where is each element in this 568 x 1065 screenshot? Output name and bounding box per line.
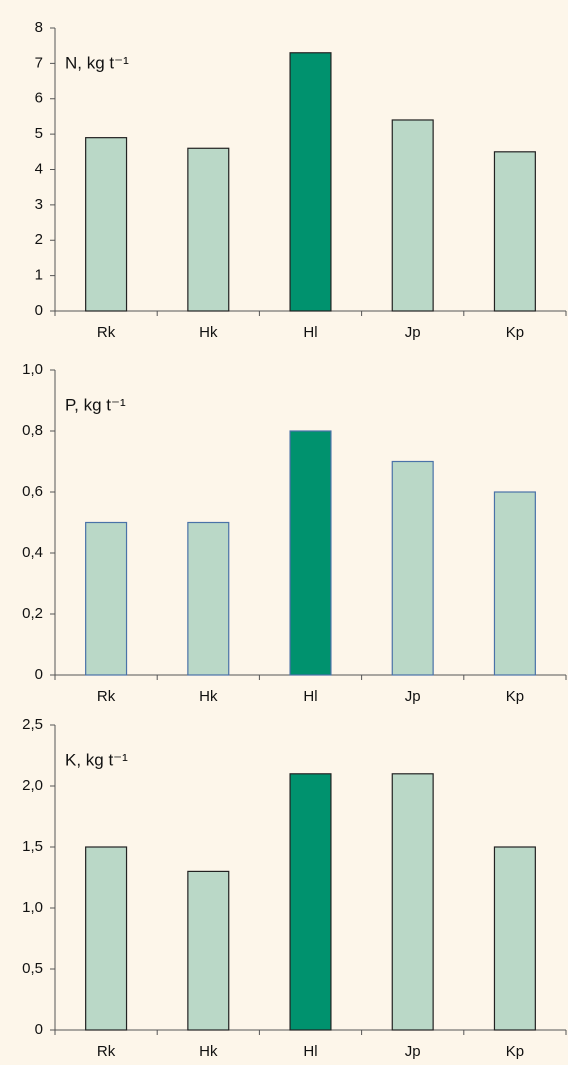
chart-title: N, kg t⁻¹: [65, 53, 129, 72]
y-tick-label: 1,0: [22, 899, 43, 916]
x-tick-label: Rk: [97, 688, 116, 705]
y-tick-label: 0: [35, 302, 43, 319]
y-tick-label: 6: [35, 90, 43, 107]
y-tick-label: 2,5: [22, 716, 43, 733]
chart-title: K, kg t⁻¹: [65, 750, 128, 769]
y-tick-label: 2,0: [22, 777, 43, 794]
y-tick-label: 0,2: [22, 605, 43, 622]
y-tick-label: 1,5: [22, 838, 43, 855]
bar: [493, 151, 536, 312]
y-tick-label: 8: [35, 19, 43, 36]
x-tick-label: Rk: [97, 324, 116, 341]
bar: [493, 846, 536, 1031]
y-tick-label: 1: [35, 267, 43, 284]
y-tick-label: 5: [35, 125, 43, 142]
y-tick-label: 4: [35, 160, 43, 177]
bar: [289, 430, 332, 676]
bar: [187, 147, 230, 312]
bar: [391, 119, 434, 312]
x-tick-label: Jp: [405, 324, 421, 341]
x-tick-label: Rk: [97, 1043, 116, 1060]
bar: [391, 460, 434, 676]
x-tick-label: Hk: [199, 688, 218, 705]
y-tick-label: 0: [35, 666, 43, 683]
y-tick-label: 2: [35, 231, 43, 248]
x-tick-label: Jp: [405, 688, 421, 705]
bar: [493, 491, 536, 676]
y-tick-label: 0,4: [22, 544, 43, 561]
bar: [187, 870, 230, 1031]
x-tick-label: Hk: [199, 1043, 218, 1060]
bar: [85, 521, 128, 676]
y-tick-label: 3: [35, 196, 43, 213]
bar: [85, 846, 128, 1031]
chart-title: P, kg t⁻¹: [65, 395, 126, 414]
x-tick-label: Kp: [506, 688, 524, 705]
bar: [391, 773, 434, 1031]
x-tick-label: Jp: [405, 1043, 421, 1060]
x-tick-label: Hl: [303, 324, 317, 341]
y-tick-label: 0,5: [22, 960, 43, 977]
bar: [85, 137, 128, 312]
x-tick-label: Hl: [303, 1043, 317, 1060]
bar: [289, 52, 332, 312]
y-tick-label: 1,0: [22, 361, 43, 378]
bar: [187, 521, 230, 676]
y-tick-label: 0: [35, 1021, 43, 1038]
bar: [289, 773, 332, 1031]
x-tick-label: Hl: [303, 688, 317, 705]
y-tick-label: 0,6: [22, 483, 43, 500]
x-tick-label: Hk: [199, 324, 218, 341]
x-tick-label: Kp: [506, 1043, 524, 1060]
x-tick-label: Kp: [506, 324, 524, 341]
y-tick-label: 7: [35, 54, 43, 71]
y-tick-label: 0,8: [22, 422, 43, 439]
